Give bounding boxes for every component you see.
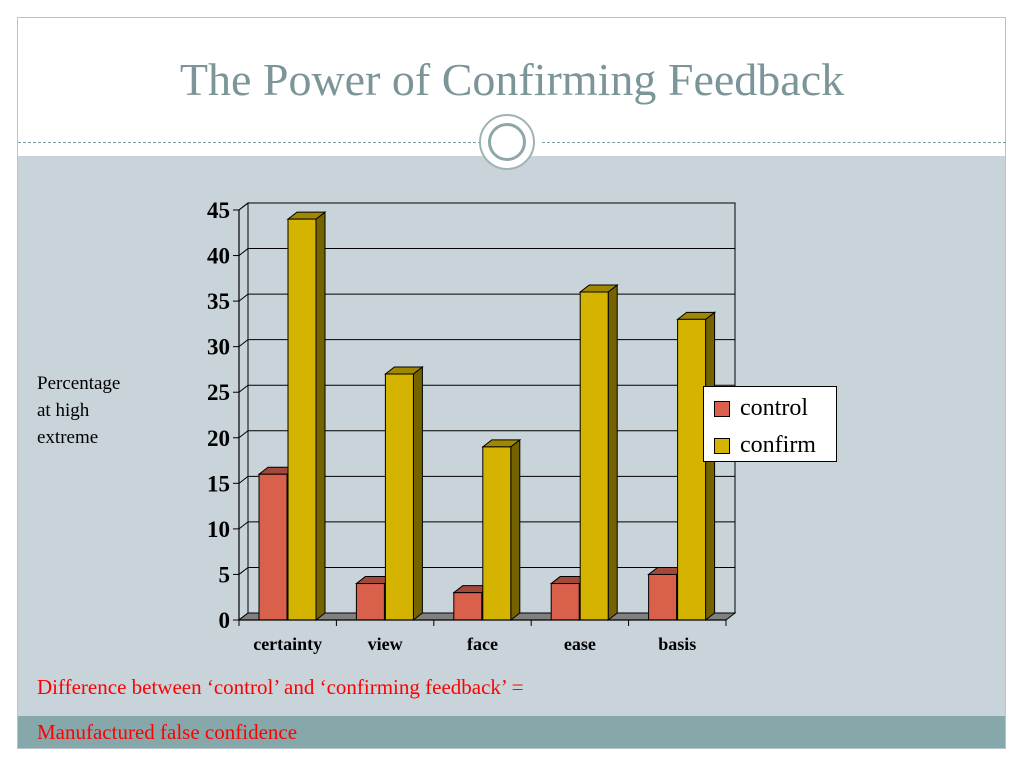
gridline [238, 475, 735, 484]
y-tick-label: 35 [207, 289, 230, 314]
gridline [238, 339, 735, 348]
note-difference: Difference between ‘control’ and ‘confir… [37, 675, 524, 699]
y-tick-labels: 0 5 10 15 20 25 30 35 40 45 [207, 198, 230, 633]
bar-front [453, 592, 483, 621]
bar-side [705, 311, 716, 622]
title-divider-left [18, 142, 486, 143]
slide-frame [17, 17, 1006, 749]
footer-band [18, 716, 1006, 749]
y-tick-label: 10 [207, 517, 230, 542]
bar-confirm-basis [676, 311, 717, 622]
bar-front [550, 583, 580, 621]
bar-front [579, 291, 609, 621]
y-axis-label: Percentage at high extreme [37, 373, 121, 448]
y-tick-label: 0 [219, 608, 231, 633]
bar-side [315, 211, 326, 622]
gridline [238, 430, 735, 439]
circle-ornament-icon [479, 114, 535, 170]
circle-ornament-inner [488, 123, 526, 161]
y-tick-label: 45 [207, 198, 230, 223]
legend-label-confirm: confirm [740, 432, 816, 458]
note-conclusion: Manufactured false confidence [37, 720, 298, 744]
plot-side-wall [238, 201, 249, 622]
x-tick-labels: certainty view face ease basis [253, 634, 696, 654]
bar-front [648, 573, 678, 621]
y-tick-label: 30 [207, 335, 230, 360]
bar-side [510, 438, 521, 622]
bar-confirm-view [383, 365, 424, 622]
chart-legend: control confirm [703, 386, 837, 462]
bar-confirm-certainty [286, 211, 327, 622]
bar-front [677, 318, 707, 621]
gridline [238, 521, 735, 530]
bar-front [355, 583, 385, 621]
axes [233, 209, 727, 626]
legend-swatch-control [714, 401, 730, 417]
bar-side [607, 283, 618, 622]
bar-confirm-ease [578, 283, 619, 622]
bar-front [384, 373, 414, 621]
bar-confirm-face [481, 438, 522, 622]
gridline [238, 248, 735, 256]
bar-front [287, 218, 317, 621]
gridline [238, 384, 735, 393]
x-tick-label: view [368, 634, 403, 654]
legend-label-control: control [740, 395, 808, 421]
gridlines [238, 202, 735, 575]
x-tick-label: basis [658, 634, 696, 654]
gridline [238, 202, 735, 211]
slide-title: The Power of Confirming Feedback [179, 54, 845, 105]
y-tick-label: 20 [207, 426, 230, 451]
gridline [238, 293, 735, 302]
y-tick-label: 5 [219, 562, 231, 587]
y-tick-label: 25 [207, 380, 230, 405]
x-tick-label: face [467, 634, 498, 654]
legend-swatch-confirm [714, 438, 730, 454]
bar-front [482, 446, 512, 621]
gridline [238, 566, 735, 575]
title-divider-right [542, 142, 1006, 143]
x-tick-label: ease [564, 634, 596, 654]
y-tick-label: 40 [207, 244, 230, 269]
bar-front [258, 473, 288, 621]
y-tick-label: 15 [207, 471, 230, 496]
bar-side [412, 365, 423, 622]
x-tick-label: certainty [253, 634, 322, 654]
